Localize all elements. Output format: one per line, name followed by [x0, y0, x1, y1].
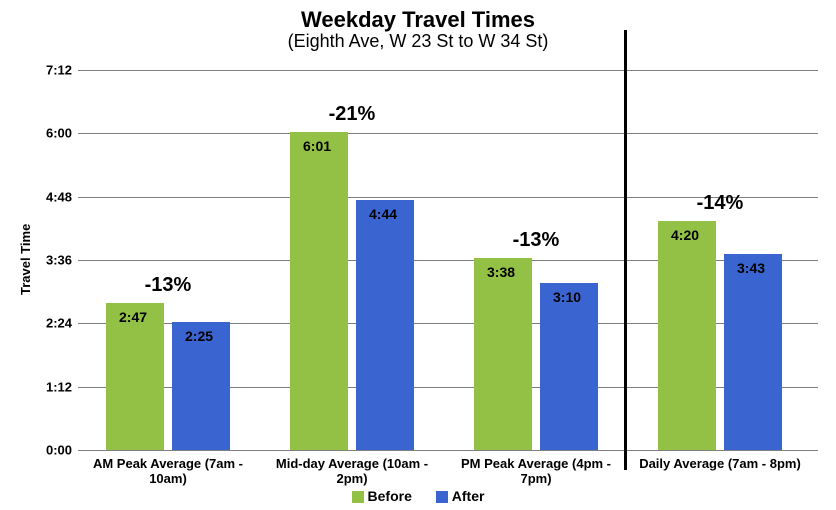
x-category-label: AM Peak Average (7am - 10am): [76, 456, 260, 486]
gridline: [78, 450, 818, 451]
y-tick-label: 3:36: [34, 253, 72, 268]
plot-area: 2:47 2:25 -13% 6:01 4:44 -21% 3:38 3:10 -13% 4:20…: [78, 70, 818, 450]
bar-value-label-after: 2:25: [185, 328, 213, 344]
bar-after: [724, 254, 782, 450]
x-category-label: Mid-day Average (10am - 2pm): [260, 456, 444, 486]
bar-value-label-after: 3:10: [553, 289, 581, 305]
legend: Before After: [0, 487, 836, 504]
y-tick-label: 6:00: [34, 126, 72, 141]
percent-change-label: -13%: [506, 229, 566, 252]
chart-subtitle: (Eighth Ave, W 23 St to W 34 St): [0, 32, 836, 52]
bar-after: [540, 283, 598, 450]
bar-before: [290, 132, 348, 450]
bar-before: [658, 221, 716, 450]
bar-value-label-after: 4:44: [369, 206, 397, 222]
chart-title-block: Weekday Travel Times (Eighth Ave, W 23 S…: [0, 8, 836, 52]
percent-change-label: -13%: [138, 274, 198, 297]
bar-value-label-before: 3:38: [487, 264, 515, 280]
x-category-label: PM Peak Average (4pm - 7pm): [444, 456, 628, 486]
y-tick-label: 2:24: [34, 316, 72, 331]
y-axis-label: Travel Time: [18, 224, 33, 295]
bar-value-label-before: 4:20: [671, 227, 699, 243]
y-tick-label: 1:12: [34, 379, 72, 394]
gridline: [78, 133, 818, 134]
bar-before: [474, 258, 532, 450]
bar-value-label-before: 6:01: [303, 138, 331, 154]
bar-value-label-after: 3:43: [737, 260, 765, 276]
x-category-label: Daily Average (7am - 8pm): [628, 456, 812, 471]
bar-before: [106, 303, 164, 450]
chart-title: Weekday Travel Times: [0, 8, 836, 32]
legend-item-after: After: [436, 488, 485, 504]
bar-value-label-before: 2:47: [119, 309, 147, 325]
gridline: [78, 70, 818, 71]
travel-times-chart: Weekday Travel Times (Eighth Ave, W 23 S…: [0, 0, 836, 510]
legend-label-after: After: [452, 488, 485, 504]
section-divider: [624, 30, 627, 470]
y-tick-label: 4:48: [34, 189, 72, 204]
legend-item-before: Before: [352, 488, 412, 504]
y-tick-label: 0:00: [34, 443, 72, 458]
legend-swatch-after: [436, 491, 448, 503]
legend-swatch-before: [352, 491, 364, 503]
legend-label-before: Before: [368, 488, 412, 504]
y-tick-label: 7:12: [34, 63, 72, 78]
percent-change-label: -14%: [690, 192, 750, 215]
percent-change-label: -21%: [322, 103, 382, 126]
bar-after: [356, 200, 414, 450]
